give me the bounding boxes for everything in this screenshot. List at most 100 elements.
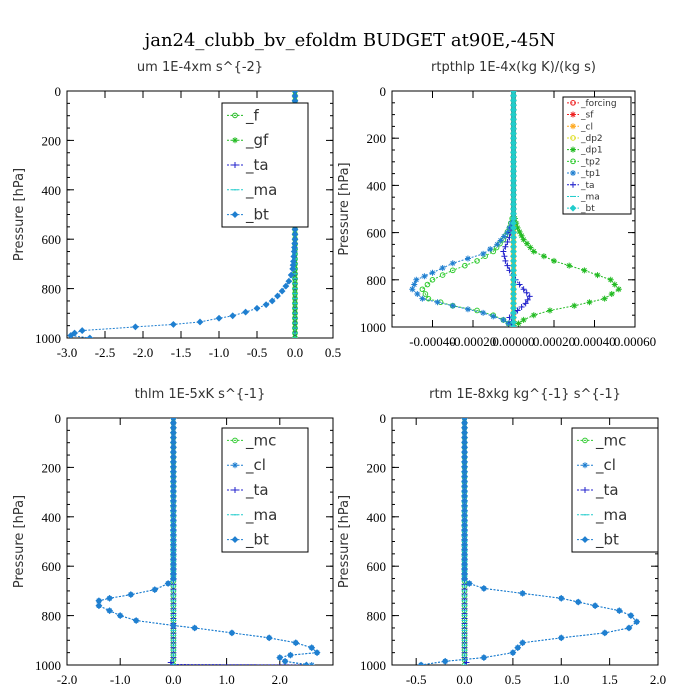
data-point — [411, 281, 418, 288]
data-point — [504, 262, 511, 269]
data-point — [191, 624, 199, 632]
y-tick-label: 0 — [380, 84, 387, 99]
data-point — [462, 262, 468, 269]
data-point — [519, 639, 527, 647]
data-point — [501, 233, 508, 240]
data-point — [522, 300, 529, 307]
legend: _forcing _sf_cl _dp2 _dp1_tp2 _tp1 _ta_ma _bt — [562, 96, 632, 215]
data-point — [278, 287, 286, 295]
data-point — [228, 629, 236, 637]
legend-label: _bt — [580, 204, 595, 214]
data-point — [281, 657, 289, 665]
data-point — [414, 290, 421, 297]
data-point — [524, 296, 531, 303]
data-point — [627, 612, 635, 620]
data-point — [116, 612, 124, 620]
data-point — [474, 307, 480, 314]
data-point — [514, 307, 521, 314]
data-point — [557, 594, 565, 602]
panel-4: rtm 1E-8xkg kg^{-1} s^{-1} Pressure [hPa]… — [337, 387, 666, 687]
legend-label: _ta — [245, 481, 269, 500]
data-point — [429, 269, 436, 276]
series-bt — [417, 418, 641, 665]
data-point — [164, 580, 172, 587]
panel-title: thlm 1E-5xK s^{-1} — [135, 387, 266, 402]
x-tick-label: 2.0 — [272, 672, 288, 687]
data-point — [253, 304, 261, 312]
x-tick-label: -3.0 — [57, 345, 78, 360]
data-point — [274, 292, 281, 300]
data-point — [551, 257, 557, 264]
y-axis-label: Pressure [hPa] — [337, 495, 352, 588]
panel-title: rtpthlp 1E-4x(kg K)/(kg s) — [431, 60, 596, 75]
x-tick-label: -1.0 — [110, 672, 131, 687]
data-point — [78, 327, 86, 335]
data-point — [527, 244, 534, 251]
data-point — [421, 273, 428, 280]
legend-box — [221, 427, 309, 553]
y-tick-label: 600 — [367, 226, 387, 241]
legend-marker — [570, 146, 576, 153]
data-point — [501, 253, 508, 260]
y-tick-label: 400 — [42, 510, 62, 525]
legend-marker — [570, 123, 576, 130]
legend-marker — [232, 112, 238, 119]
x-tick-label: -2.0 — [57, 672, 78, 687]
legend-label: _bt — [245, 206, 269, 225]
data-point — [151, 586, 159, 594]
data-point — [95, 602, 103, 610]
legend-label: _ma — [580, 192, 600, 202]
data-point — [500, 316, 507, 323]
data-point — [520, 236, 527, 243]
x-tick-label: 0.00040 — [573, 334, 615, 349]
data-point — [313, 649, 321, 657]
y-tick-label: 800 — [367, 273, 387, 288]
data-point — [429, 277, 436, 283]
legend-label: _ta — [595, 481, 619, 500]
data-point — [607, 276, 614, 283]
data-point — [265, 634, 273, 642]
figure-title: jan24_clubb_bv_efoldm BUDGET at90E,-45N — [143, 30, 556, 51]
y-tick-label: 800 — [42, 609, 62, 624]
y-axis-label: Pressure [hPa] — [12, 168, 27, 261]
x-tick-label: 0.0 — [456, 672, 472, 687]
x-tick-label: 0.5 — [325, 345, 341, 360]
legend-label: _ma — [245, 181, 277, 200]
data-point — [586, 299, 593, 306]
data-point — [518, 232, 525, 239]
legend-marker — [232, 437, 238, 444]
data-point — [132, 617, 140, 624]
data-point — [581, 267, 588, 274]
data-point — [500, 248, 507, 255]
y-tick-label: 400 — [42, 183, 62, 198]
data-point — [425, 295, 432, 302]
data-point — [242, 308, 250, 316]
data-point — [494, 241, 501, 248]
data-point — [615, 286, 622, 293]
data-point — [502, 257, 509, 264]
y-axis-label: Pressure [hPa] — [12, 495, 27, 588]
panel-2: rtpthlp 1E-4x(kg K)/(kg s) Pressure [hPa]… — [337, 60, 656, 349]
data-point — [449, 302, 456, 309]
x-tick-label: -2.0 — [133, 345, 154, 360]
data-point — [67, 332, 75, 338]
series-line — [411, 91, 514, 327]
data-point — [504, 239, 511, 246]
x-tick-label: 2.0 — [650, 672, 666, 687]
y-tick-label: 1000 — [35, 331, 61, 346]
legend-label: _mc — [595, 431, 626, 450]
y-axis-label: Pressure [hPa] — [337, 162, 352, 255]
legend-label: _ta — [580, 181, 595, 191]
legend: _mc _cl _ta _ma _bt — [571, 427, 659, 553]
series-group — [95, 418, 321, 665]
data-point — [434, 299, 441, 306]
legend-label: _dp1 — [580, 146, 603, 156]
y-tick-label: 200 — [367, 460, 387, 475]
y-tick-label: 400 — [367, 510, 387, 525]
data-point — [520, 316, 527, 323]
data-point — [611, 281, 618, 288]
panel-title: um 1E-4xm s^{-2} — [137, 60, 263, 75]
data-point — [417, 661, 425, 665]
x-tick-label: 0.00020 — [533, 334, 575, 349]
data-point — [530, 248, 537, 255]
